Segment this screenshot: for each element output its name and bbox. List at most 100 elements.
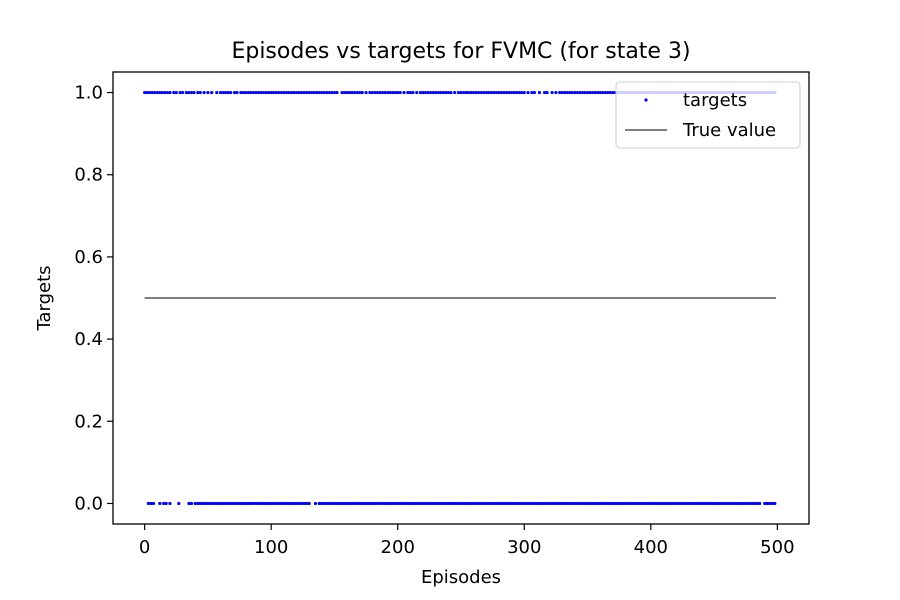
- target-point-y1-0: [143, 90, 147, 95]
- target-point-y0-77: [368, 501, 372, 506]
- target-point-y1-117: [466, 90, 471, 95]
- target-point-y0-218: [725, 501, 729, 506]
- target-point-y0-213: [712, 501, 716, 506]
- target-point-y1-115: [461, 90, 466, 95]
- target-point-y0-76: [365, 501, 369, 506]
- target-point-y1-31: [235, 90, 239, 95]
- x-axis-ticks: 0 100 200 300 400 500: [139, 524, 795, 558]
- target-point-y0-48: [289, 501, 294, 506]
- target-point-y0-159: [575, 501, 580, 506]
- target-point-y0-134: [512, 501, 516, 506]
- target-point-y0-68: [345, 501, 349, 506]
- target-point-y0-44: [279, 501, 283, 506]
- target-point-y0-124: [487, 501, 491, 506]
- target-point-y1-15: [184, 90, 188, 95]
- target-point-y0-112: [456, 501, 461, 506]
- target-point-y0-38: [264, 501, 268, 506]
- target-point-y0-178: [623, 501, 628, 506]
- target-point-y0-229: [752, 501, 757, 506]
- target-point-y0-200: [679, 501, 683, 506]
- y-axis-ticks: 0.0 0.2 0.4 0.6 0.8 1.0: [74, 83, 113, 514]
- target-point-y0-43: [277, 501, 281, 506]
- target-point-y0-67: [342, 501, 347, 506]
- target-point-y1-61: [312, 90, 316, 95]
- target-point-y1-137: [517, 90, 521, 95]
- target-point-y0-10: [193, 501, 197, 506]
- target-point-y0-64: [335, 501, 339, 506]
- target-point-y1-42: [264, 90, 268, 95]
- target-point-y0-177: [621, 501, 625, 506]
- target-point-y0-88: [396, 501, 400, 506]
- target-point-y1-85: [378, 90, 382, 95]
- target-point-y0-117: [469, 501, 473, 506]
- target-point-y1-165: [601, 90, 605, 95]
- target-point-y0-215: [717, 501, 721, 506]
- target-point-y0-14: [203, 501, 207, 506]
- target-point-y0-141: [530, 501, 534, 506]
- target-point-y0-63: [332, 501, 337, 506]
- target-point-y1-82: [370, 90, 375, 95]
- target-point-y0-151: [555, 501, 559, 506]
- target-point-y0-85: [388, 501, 392, 506]
- target-point-y1-18: [192, 90, 196, 95]
- target-point-y1-133: [507, 90, 511, 95]
- target-point-y1-77: [355, 90, 359, 95]
- target-point-y0-201: [682, 501, 686, 506]
- target-point-y1-49: [282, 90, 286, 95]
- target-point-y1-110: [446, 90, 450, 95]
- target-point-y1-91: [393, 90, 397, 95]
- target-point-y1-1: [145, 90, 149, 95]
- target-point-y0-235: [770, 501, 774, 506]
- target-point-y1-105: [434, 90, 438, 95]
- target-point-y0-97: [418, 501, 423, 506]
- target-point-y0-53: [302, 501, 306, 506]
- target-point-y0-22: [224, 501, 228, 506]
- target-point-y0-16: [208, 501, 213, 506]
- target-point-y1-76: [353, 90, 357, 95]
- target-point-y0-110: [451, 501, 456, 506]
- target-point-y0-180: [628, 501, 633, 506]
- target-point-y1-118: [469, 90, 473, 95]
- target-point-y0-164: [588, 501, 592, 506]
- target-point-y1-167: [606, 90, 610, 95]
- target-point-y0-99: [423, 501, 428, 506]
- target-point-y0-210: [704, 501, 709, 506]
- target-point-y1-78: [358, 90, 362, 95]
- target-point-y1-103: [429, 90, 433, 95]
- target-point-y1-87: [383, 90, 387, 95]
- target-point-y1-55: [297, 90, 301, 95]
- target-point-y0-130: [502, 501, 506, 506]
- target-point-y1-114: [459, 90, 463, 95]
- target-point-y0-17: [211, 501, 215, 506]
- target-point-y1-122: [479, 90, 483, 95]
- target-point-y1-17: [189, 90, 194, 95]
- target-point-y0-96: [416, 501, 420, 506]
- target-point-y1-34: [244, 90, 248, 95]
- target-point-y0-91: [403, 501, 407, 506]
- legend-marker-targets: [644, 98, 648, 102]
- target-point-y0-176: [618, 501, 623, 506]
- target-point-y1-58: [305, 90, 309, 95]
- target-point-y1-70: [335, 90, 339, 95]
- target-point-y0-3: [158, 501, 162, 506]
- target-point-y1-12: [174, 90, 178, 95]
- target-point-y1-4: [153, 90, 157, 95]
- target-point-y0-121: [479, 501, 483, 506]
- target-point-y1-50: [284, 90, 288, 95]
- target-point-y0-35: [256, 501, 261, 506]
- x-tick-label: 0: [139, 537, 150, 558]
- target-point-y1-81: [368, 90, 372, 95]
- target-point-y1-140: [526, 90, 530, 95]
- target-point-y1-112: [453, 90, 457, 95]
- target-point-y1-40: [259, 90, 263, 95]
- target-point-y1-3: [150, 90, 154, 95]
- target-point-y1-144: [542, 90, 547, 95]
- target-point-y0-152: [558, 501, 562, 506]
- target-point-y1-147: [554, 90, 558, 95]
- target-point-y0-46: [284, 501, 288, 506]
- target-point-y0-199: [677, 501, 681, 506]
- target-point-y1-69: [332, 90, 337, 95]
- target-point-y1-94: [402, 90, 406, 95]
- target-point-y0-186: [644, 501, 648, 506]
